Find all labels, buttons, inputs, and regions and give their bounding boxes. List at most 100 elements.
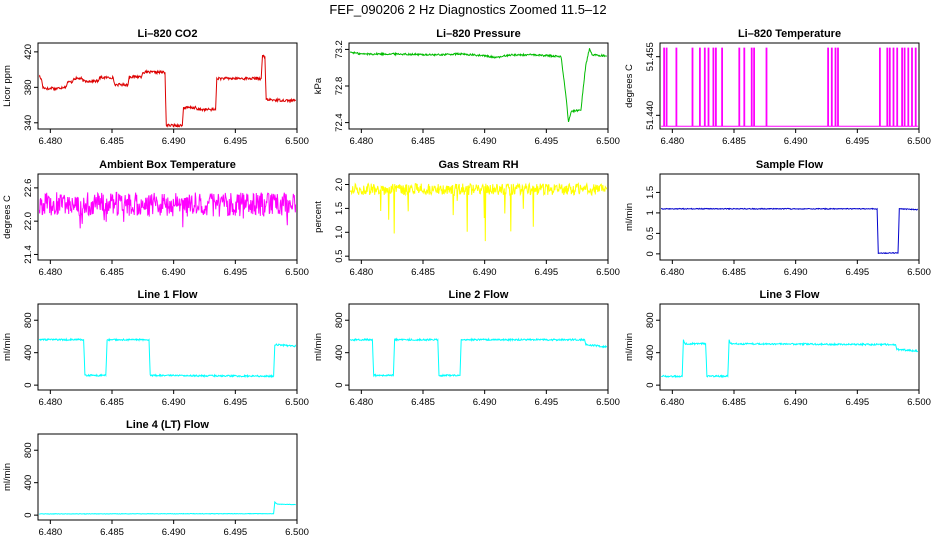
x-tick-label: 6.480 xyxy=(38,527,62,538)
x-tick-label: 6.495 xyxy=(845,397,869,408)
panel-title: Line 1 Flow xyxy=(138,289,198,301)
y-tick-label: 400 xyxy=(23,475,34,491)
y-tick-label: 340 xyxy=(23,115,34,131)
y-tick-label: 0 xyxy=(23,382,34,387)
y-tick-label: 0.5 xyxy=(334,250,345,263)
x-tick-label: 6.490 xyxy=(784,397,808,408)
x-tick-label: 6.500 xyxy=(285,397,309,408)
x-tick-label: 6.485 xyxy=(100,527,124,538)
x-tick-label: 6.480 xyxy=(660,267,684,278)
x-tick-label: 6.500 xyxy=(285,136,309,147)
x-tick-label: 6.480 xyxy=(38,397,62,408)
plot-frame xyxy=(37,303,298,391)
x-tick-label: 6.495 xyxy=(223,267,247,278)
y-tick-label: 0 xyxy=(23,512,34,517)
y-axis-label: percent xyxy=(313,201,324,233)
x-tick-label: 6.485 xyxy=(100,397,124,408)
plot-frame xyxy=(659,173,920,261)
x-tick-label: 6.500 xyxy=(907,136,931,147)
chart-panel-2: Li–820 Pressure 6.480 6.485 6.490 6.495 6.500… xyxy=(313,28,620,147)
x-tick-label: 6.500 xyxy=(596,136,620,147)
y-tick-label: 800 xyxy=(645,312,656,328)
x-tick-label: 6.490 xyxy=(162,136,186,147)
y-tick-label: 51.455 xyxy=(645,42,656,71)
x-tick-label: 6.480 xyxy=(38,136,62,147)
y-tick-label: 400 xyxy=(645,345,656,361)
y-tick-label: 72.8 xyxy=(334,77,345,96)
x-tick-label: 6.480 xyxy=(38,267,62,278)
panel-title: Line 4 (LT) Flow xyxy=(126,419,209,431)
x-tick-label: 6.480 xyxy=(349,397,373,408)
y-axis-label: ml/min xyxy=(313,333,324,361)
y-tick-label: 400 xyxy=(23,345,34,361)
y-tick-label: 73.2 xyxy=(334,40,345,59)
panel-title: Li–820 CO2 xyxy=(138,28,198,40)
y-axis-label: ml/min xyxy=(624,333,635,361)
x-tick-label: 6.495 xyxy=(534,267,558,278)
panel-title: Li–820 Pressure xyxy=(436,28,520,40)
y-tick-label: 0 xyxy=(645,382,656,387)
x-tick-label: 6.500 xyxy=(596,397,620,408)
series-line xyxy=(350,181,607,242)
x-tick-label: 6.495 xyxy=(534,136,558,147)
panel-title: Li–820 Temperature xyxy=(738,28,841,40)
series-line xyxy=(661,339,918,379)
y-tick-label: 72.4 xyxy=(334,113,345,131)
x-tick-label: 6.480 xyxy=(660,136,684,147)
chart-panel-1: Li–820 CO2 6.480 6.485 6.490 6.495 6.500 340 38… xyxy=(2,28,309,147)
y-axis-label: ml/min xyxy=(2,463,13,491)
y-tick-label: 0.5 xyxy=(645,227,656,240)
y-tick-label: 22.0 xyxy=(23,212,34,231)
chart-panel-8: Line 2 Flow 6.480 6.485 6.490 6.495 6.500 0 400… xyxy=(313,289,620,408)
series-line xyxy=(39,500,296,515)
x-tick-label: 6.500 xyxy=(596,267,620,278)
x-tick-label: 6.485 xyxy=(411,397,435,408)
y-axis-label: kPa xyxy=(313,77,324,94)
x-tick-label: 6.490 xyxy=(784,136,808,147)
figure-title: FEF_090206 2 Hz Diagnostics Zoomed 11.5–… xyxy=(329,2,607,17)
plot-frame xyxy=(659,42,920,130)
y-axis-label: degrees C xyxy=(2,195,13,239)
panel-title: Line 3 Flow xyxy=(760,289,820,301)
x-tick-label: 6.485 xyxy=(722,397,746,408)
y-tick-label: 800 xyxy=(23,312,34,328)
y-tick-label: 0 xyxy=(334,382,345,387)
x-tick-label: 6.495 xyxy=(845,267,869,278)
y-axis-label: ml/min xyxy=(2,333,13,361)
x-tick-label: 6.480 xyxy=(349,136,373,147)
plot-frame xyxy=(37,433,298,521)
x-tick-label: 6.485 xyxy=(411,136,435,147)
y-tick-label: 400 xyxy=(334,345,345,361)
y-tick-label: 420 xyxy=(23,44,34,60)
x-tick-label: 6.490 xyxy=(162,527,186,538)
x-tick-label: 6.500 xyxy=(285,527,309,538)
series-line xyxy=(350,48,607,123)
y-tick-label: 0 xyxy=(645,251,656,256)
y-axis-label: Licor ppm xyxy=(2,65,13,107)
panel-title: Ambient Box Temperature xyxy=(99,159,236,171)
y-tick-label: 800 xyxy=(334,312,345,328)
y-tick-label: 800 xyxy=(23,442,34,458)
plot-frame xyxy=(37,42,298,130)
chart-panel-9: Line 3 Flow 6.480 6.485 6.490 6.495 6.500 0 400… xyxy=(624,289,931,408)
y-tick-label: 51.440 xyxy=(645,101,656,130)
chart-panel-5: Gas Stream RH 6.480 6.485 6.490 6.495 6.500 0.… xyxy=(313,159,620,278)
chart-panel-6: Sample Flow 6.480 6.485 6.490 6.495 6.500 0 0.5… xyxy=(624,159,931,278)
x-tick-label: 6.480 xyxy=(660,397,684,408)
x-tick-label: 6.500 xyxy=(285,267,309,278)
x-tick-label: 6.485 xyxy=(722,267,746,278)
chart-panel-10: Line 4 (LT) Flow 6.480 6.485 6.490 6.495 6.50… xyxy=(2,419,309,538)
chart-panel-3: Li–820 Temperature 6.480 6.485 6.490 6.495 6.… xyxy=(624,28,931,147)
x-tick-label: 6.500 xyxy=(907,397,931,408)
chart-panel-4: Ambient Box Temperature 6.480 6.485 6.490 6.… xyxy=(2,159,309,278)
x-tick-label: 6.480 xyxy=(349,267,373,278)
series-line xyxy=(39,191,296,229)
x-tick-label: 6.490 xyxy=(162,267,186,278)
x-tick-label: 6.495 xyxy=(223,397,247,408)
x-tick-label: 6.485 xyxy=(722,136,746,147)
x-tick-label: 6.490 xyxy=(473,397,497,408)
x-tick-label: 6.490 xyxy=(784,267,808,278)
panel-title: Gas Stream RH xyxy=(438,159,518,171)
y-tick-label: 1.5 xyxy=(645,186,656,199)
